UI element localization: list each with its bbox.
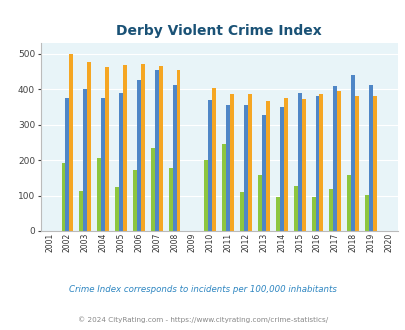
Bar xyxy=(311,197,315,231)
Bar xyxy=(230,94,234,231)
Bar xyxy=(328,189,333,231)
Bar xyxy=(136,80,141,231)
Text: © 2024 CityRating.com - https://www.cityrating.com/crime-statistics/: © 2024 CityRating.com - https://www.city… xyxy=(78,316,327,323)
Text: Crime Index corresponds to incidents per 100,000 inhabitants: Crime Index corresponds to incidents per… xyxy=(69,285,336,294)
Bar xyxy=(208,100,212,231)
Bar xyxy=(119,93,123,231)
Bar xyxy=(364,195,368,231)
Bar xyxy=(247,94,252,231)
Bar xyxy=(319,94,323,231)
Bar xyxy=(83,89,87,231)
Bar xyxy=(176,70,180,231)
Bar xyxy=(226,105,230,231)
Bar xyxy=(204,160,208,231)
Bar xyxy=(212,88,216,231)
Bar xyxy=(123,65,127,231)
Bar xyxy=(333,86,337,231)
Bar xyxy=(69,54,73,231)
Bar xyxy=(115,187,119,231)
Bar xyxy=(154,70,158,231)
Bar xyxy=(354,96,358,231)
Bar xyxy=(87,62,91,231)
Bar xyxy=(168,168,172,231)
Bar xyxy=(337,91,341,231)
Bar xyxy=(61,163,65,231)
Bar xyxy=(97,158,101,231)
Bar xyxy=(101,98,105,231)
Bar xyxy=(132,170,136,231)
Bar xyxy=(141,64,145,231)
Bar xyxy=(239,192,243,231)
Bar xyxy=(301,99,305,231)
Bar xyxy=(172,85,176,231)
Bar xyxy=(283,98,287,231)
Bar xyxy=(346,175,350,231)
Bar xyxy=(372,96,376,231)
Bar xyxy=(350,75,354,231)
Bar xyxy=(279,107,283,231)
Bar xyxy=(79,191,83,231)
Bar xyxy=(297,93,301,231)
Bar xyxy=(257,175,261,231)
Bar xyxy=(222,144,226,231)
Title: Derby Violent Crime Index: Derby Violent Crime Index xyxy=(116,23,321,38)
Bar xyxy=(315,96,319,231)
Bar xyxy=(150,148,154,231)
Bar xyxy=(243,105,247,231)
Bar xyxy=(275,197,279,231)
Bar xyxy=(265,101,269,231)
Bar xyxy=(65,98,69,231)
Bar xyxy=(105,67,109,231)
Bar xyxy=(368,85,372,231)
Bar xyxy=(261,115,265,231)
Bar xyxy=(293,186,297,231)
Bar xyxy=(158,66,162,231)
